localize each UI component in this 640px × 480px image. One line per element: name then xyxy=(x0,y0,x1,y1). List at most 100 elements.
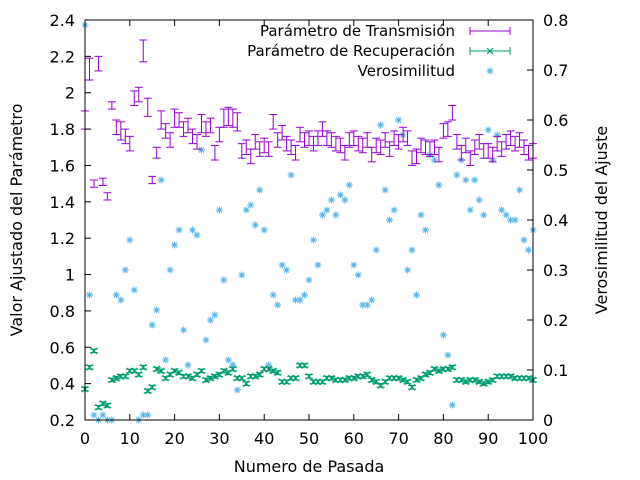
transmision-error-bar xyxy=(425,141,434,157)
transmision-error-bar xyxy=(488,146,497,163)
transmision-error-bar xyxy=(264,141,273,157)
verosimilitud-point xyxy=(90,411,98,419)
transmision-error-bar xyxy=(287,139,296,156)
verosimilitud-point xyxy=(206,316,214,324)
y-tick-label: 2.4 xyxy=(50,11,75,30)
recuperacion-point xyxy=(413,376,420,384)
verosimilitud-point xyxy=(439,331,447,339)
y-tick-label: 1.8 xyxy=(50,120,75,139)
verosimilitud-point xyxy=(336,191,344,199)
recuperacion-point xyxy=(480,380,488,388)
recuperacion-point xyxy=(198,367,205,375)
y2-tick-label: 0.1 xyxy=(543,361,568,380)
series-transmision xyxy=(81,39,537,201)
verosimilitud-point xyxy=(381,186,389,194)
verosimilitud-point xyxy=(359,301,367,309)
recuperacion-point xyxy=(121,372,129,380)
recuperacion-point xyxy=(408,383,416,391)
y2-tick-label: 0.5 xyxy=(543,161,568,180)
recuperacion-point xyxy=(444,365,452,373)
y-tick-label: 0.2 xyxy=(50,411,75,430)
verosimilitud-point xyxy=(390,206,398,214)
recuperacion-point xyxy=(207,374,214,382)
transmision-error-bar xyxy=(443,121,452,137)
transmision-error-bar xyxy=(502,134,511,150)
transmision-error-bar xyxy=(260,137,269,154)
recuperacion-point xyxy=(256,371,264,378)
verosimilitud-point xyxy=(166,266,174,274)
legend-label-recuperacion: Parámetro de Recuperación xyxy=(247,42,455,60)
verosimilitud-point xyxy=(274,301,282,309)
recuperacion-point xyxy=(99,400,107,408)
recuperacion-point xyxy=(431,365,438,373)
verosimilitud-point xyxy=(112,291,120,299)
transmision-error-bar xyxy=(134,86,143,103)
verosimilitud-point xyxy=(215,206,223,214)
transmision-error-bar xyxy=(116,121,125,141)
transmision-error-bar xyxy=(421,139,430,156)
recuperacion-point xyxy=(292,374,299,382)
transmision-error-bar xyxy=(130,90,139,106)
transmision-error-bar xyxy=(152,146,161,159)
recuperacion-point xyxy=(135,371,143,378)
transmision-error-bar xyxy=(233,112,242,132)
transmision-error-bar xyxy=(89,179,98,188)
recuperacion-point xyxy=(363,371,371,378)
transmision-error-bar xyxy=(98,177,107,186)
transmision-error-bar xyxy=(511,135,520,152)
transmision-error-bar xyxy=(385,141,394,157)
recuperacion-point xyxy=(265,365,273,373)
verosimilitud-point xyxy=(175,226,183,234)
transmision-error-bar xyxy=(381,132,390,148)
transmision-error-bar xyxy=(354,135,363,152)
transmision-error-bar xyxy=(417,137,425,154)
y-tick-label: 1.4 xyxy=(50,193,75,212)
verosimilitud-point xyxy=(148,321,156,329)
verosimilitud-point xyxy=(408,246,416,254)
verosimilitud-point xyxy=(229,361,237,369)
transmision-error-bar xyxy=(188,128,197,145)
transmision-error-bar xyxy=(363,132,372,148)
transmision-error-bar xyxy=(184,117,193,134)
x-tick-label: 60 xyxy=(344,429,364,448)
verosimilitud-point xyxy=(471,176,479,184)
recuperacion-point xyxy=(112,374,120,382)
transmision-error-bar xyxy=(345,132,354,148)
verosimilitud-point xyxy=(395,116,403,124)
transmision-error-bar xyxy=(439,123,448,139)
transmision-error-bar xyxy=(493,135,502,152)
verosimilitud-point xyxy=(480,211,488,219)
y2-axis-title: Verosimilitud del Ajuste xyxy=(592,126,611,314)
transmision-error-bar xyxy=(112,119,121,136)
transmision-error-bar xyxy=(430,139,439,156)
y-tick-label: 0.8 xyxy=(50,302,75,321)
verosimilitud-point xyxy=(144,411,152,419)
verosimilitud-point xyxy=(516,186,524,194)
verosimilitud-point xyxy=(332,211,340,219)
y2-tick-label: 0.3 xyxy=(543,261,568,280)
verosimilitud-point xyxy=(247,201,255,209)
recuperacion-point xyxy=(211,372,219,380)
transmision-error-bar xyxy=(143,97,152,117)
verosimilitud-point xyxy=(345,181,353,189)
transmision-error-bar xyxy=(506,130,515,146)
transmision-error-bar xyxy=(484,143,493,159)
y-axis-title: Valor Ajustado del Parámetro xyxy=(7,104,26,337)
verosimilitud-point xyxy=(404,266,412,274)
verosimilitud-point xyxy=(265,361,273,369)
transmision-error-bar xyxy=(94,55,103,72)
transmision-error-bar xyxy=(85,57,94,81)
transmision-error-bar xyxy=(206,117,215,134)
verosimilitud-point xyxy=(189,226,197,234)
recuperacion-point xyxy=(108,376,116,384)
verosimilitud-point xyxy=(171,241,179,249)
recuperacion-point xyxy=(484,378,492,386)
x-tick-label: 80 xyxy=(433,429,453,448)
verosimilitud-point xyxy=(466,206,474,214)
transmision-error-bar xyxy=(336,137,345,154)
verosimilitud-point xyxy=(180,326,188,334)
verosimilitud-point xyxy=(327,196,335,204)
verosimilitud-point xyxy=(314,261,322,269)
transmision-error-bar xyxy=(376,139,385,156)
verosimilitud-point xyxy=(318,211,326,219)
